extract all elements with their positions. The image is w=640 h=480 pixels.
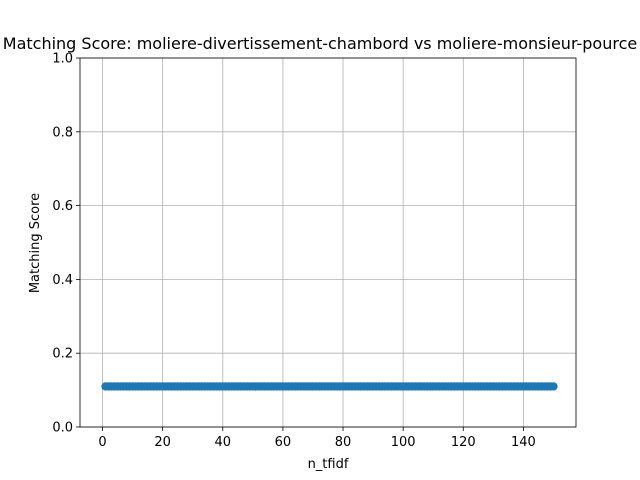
y-tick-label: 0.6 (52, 199, 73, 214)
y-axis-label: Matching Score (28, 193, 43, 293)
chart-title: Matching Score: moliere-divertissement-c… (3, 34, 637, 53)
y-axis-ticks: 0.0 0.2 0.4 0.6 0.8 1.0 (52, 52, 80, 436)
plot-area (80, 58, 576, 427)
x-axis-ticks: 0 20 40 60 80 100 120 140 (98, 427, 536, 450)
x-tick-label: 40 (215, 435, 232, 450)
x-tick-label: 140 (511, 435, 536, 450)
x-axis-label: n_tfidf (308, 457, 349, 472)
x-tick-label: 20 (154, 435, 171, 450)
y-tick-label: 0.4 (52, 273, 73, 288)
x-tick-label: 100 (391, 435, 416, 450)
data-point (549, 382, 558, 391)
y-tick-label: 0.0 (52, 421, 73, 436)
y-tick-label: 0.8 (52, 125, 73, 140)
axes-frame (79, 57, 577, 428)
x-tick-label: 120 (451, 435, 476, 450)
y-tick-label: 1.0 (52, 52, 73, 67)
x-tick-label: 60 (275, 435, 292, 450)
y-tick-label: 0.2 (52, 347, 73, 362)
x-tick-label: 80 (335, 435, 352, 450)
plot-background (80, 58, 576, 427)
x-tick-label: 0 (98, 435, 106, 450)
data-points (101, 382, 558, 391)
plot-frame (79, 57, 577, 428)
